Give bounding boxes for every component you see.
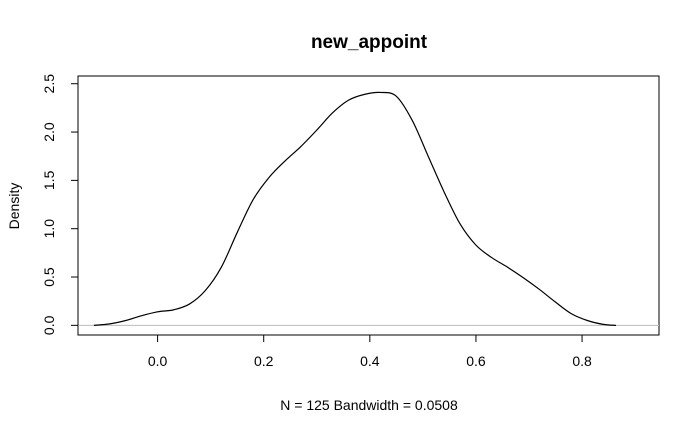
chart-title: new_appoint bbox=[311, 32, 428, 53]
y-tick-label: 1.5 bbox=[41, 170, 57, 190]
y-tick-label: 2.5 bbox=[41, 74, 57, 94]
x-tick-label: 0.0 bbox=[148, 353, 168, 369]
y-tick-label: 2.0 bbox=[41, 122, 57, 142]
y-tick-label: 0.0 bbox=[41, 315, 57, 335]
y-axis: 0.0 0.5 1.0 1.5 2.0 2.5 bbox=[41, 74, 79, 335]
x-axis: 0.0 0.2 0.4 0.6 0.8 bbox=[148, 334, 592, 369]
x-tick-label: 0.4 bbox=[360, 353, 380, 369]
y-tick-label: 1.0 bbox=[41, 219, 57, 239]
x-tick-label: 0.2 bbox=[254, 353, 274, 369]
x-tick-label: 0.6 bbox=[466, 353, 486, 369]
plot-frame bbox=[77, 75, 660, 336]
series-layer bbox=[93, 91, 617, 326]
x-axis-label: N = 125 Bandwidth = 0.0508 bbox=[280, 397, 458, 413]
density-curve bbox=[93, 91, 617, 326]
y-axis-label: Density bbox=[6, 183, 22, 230]
y-tick-label: 0.5 bbox=[41, 267, 57, 287]
x-tick-label: 0.8 bbox=[572, 353, 592, 369]
